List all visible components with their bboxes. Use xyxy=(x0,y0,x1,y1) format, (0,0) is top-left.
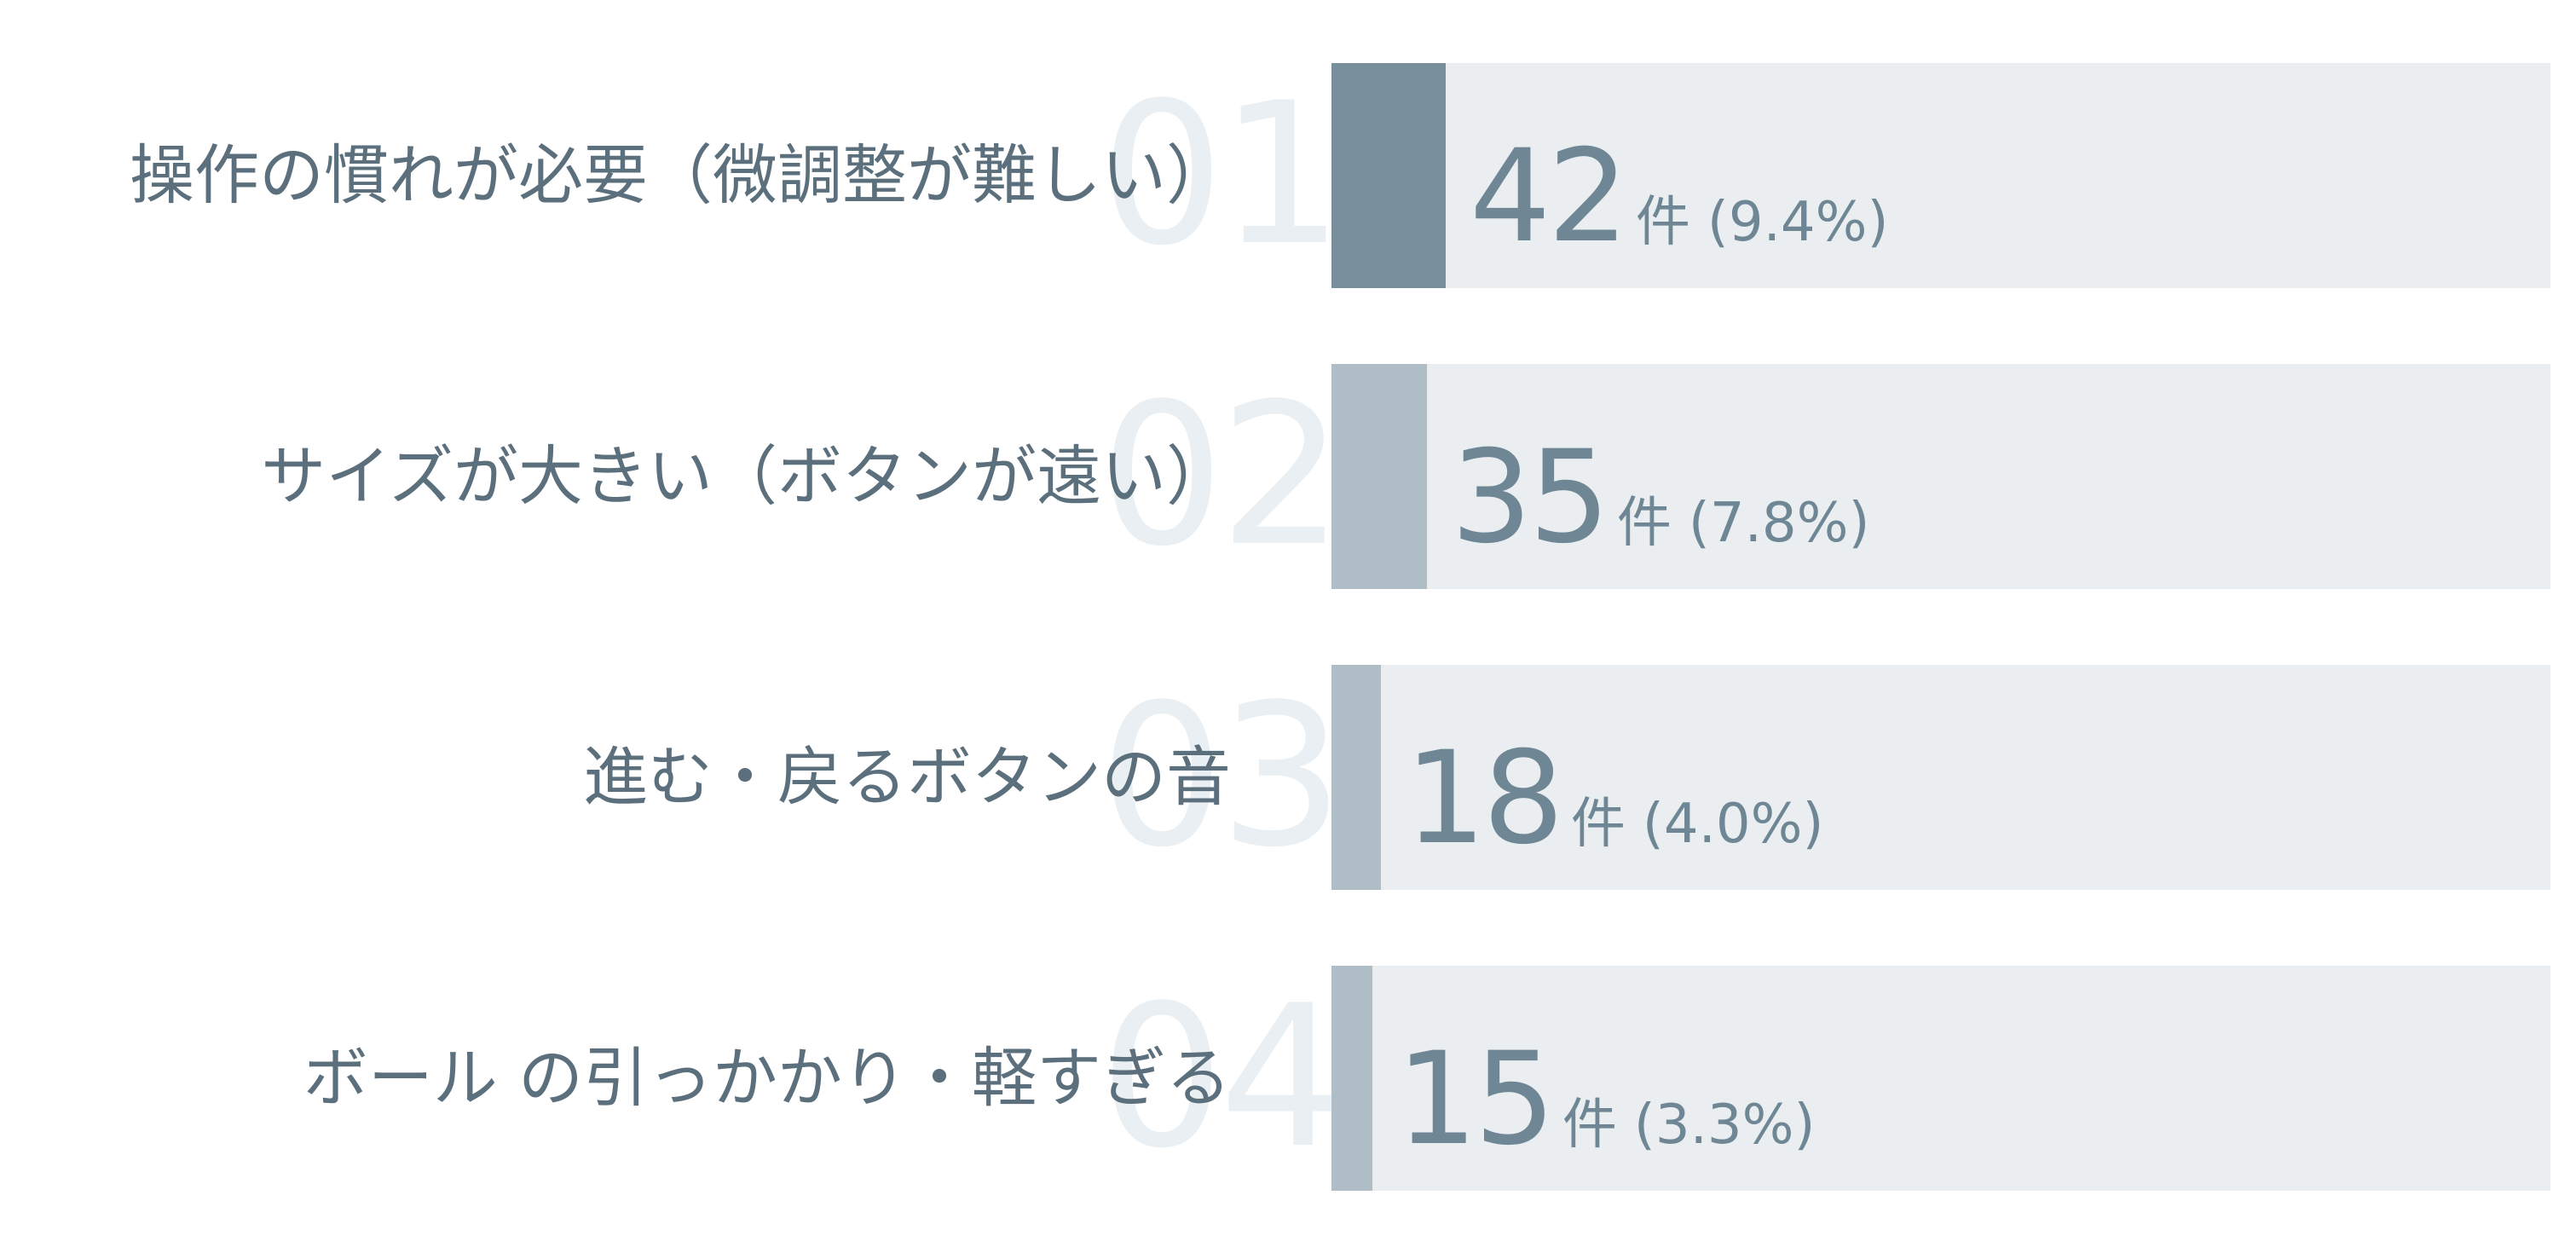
category-label: 操作の慣れが必要（微調整が難しい） xyxy=(130,137,1231,213)
bar-track: 18 件 (4.0%) xyxy=(1331,665,2550,890)
value-label: 15 件 (3.3%) xyxy=(1396,1036,1815,1164)
rank-number: 01 xyxy=(1100,61,1344,289)
bar xyxy=(1331,966,1372,1191)
value-label: 18 件 (4.0%) xyxy=(1405,735,1823,863)
bar xyxy=(1331,364,1427,589)
category-label: サイズが大きい（ボタンが遠い） xyxy=(261,438,1231,514)
value-percent: (3.3%) xyxy=(1633,1094,1816,1157)
value-count: 42 xyxy=(1470,123,1629,271)
value-percent: (9.4%) xyxy=(1707,191,1889,254)
value-count: 35 xyxy=(1451,424,1610,572)
bar-row: 01 操作の慣れが必要（微調整が難しい） 42 件 (9.4%) xyxy=(0,63,2576,288)
bar xyxy=(1331,665,1381,890)
value-count: 15 xyxy=(1396,1025,1556,1174)
bar-track: 15 件 (3.3%) xyxy=(1331,966,2550,1191)
value-count: 18 xyxy=(1405,725,1564,873)
value-unit: 件 xyxy=(1635,191,1690,254)
bar-row: 02 サイズが大きい（ボタンが遠い） 35 件 (7.8%) xyxy=(0,364,2576,589)
category-label: 進む・戻るボタンの音 xyxy=(583,739,1231,815)
bar-track: 42 件 (9.4%) xyxy=(1331,63,2550,288)
value-percent: (7.8%) xyxy=(1688,492,1870,555)
value-percent: (4.0%) xyxy=(1642,793,1824,856)
bar xyxy=(1331,63,1446,288)
bar-row: 04 ボール の引っかかり・軽すぎる 15 件 (3.3%) xyxy=(0,966,2576,1191)
value-label: 42 件 (9.4%) xyxy=(1470,133,1888,261)
value-unit: 件 xyxy=(1570,793,1626,856)
rank-number: 03 xyxy=(1100,663,1344,891)
bar-row: 03 進む・戻るボタンの音 18 件 (4.0%) xyxy=(0,665,2576,890)
rank-number: 04 xyxy=(1100,964,1344,1192)
bar-track: 35 件 (7.8%) xyxy=(1331,364,2550,589)
value-unit: 件 xyxy=(1616,492,1672,555)
rank-number: 02 xyxy=(1100,362,1344,590)
category-label: ボール の引っかかり・軽すぎる xyxy=(303,1040,1231,1116)
value-label: 35 件 (7.8%) xyxy=(1451,434,1869,562)
value-unit: 件 xyxy=(1562,1094,1617,1157)
